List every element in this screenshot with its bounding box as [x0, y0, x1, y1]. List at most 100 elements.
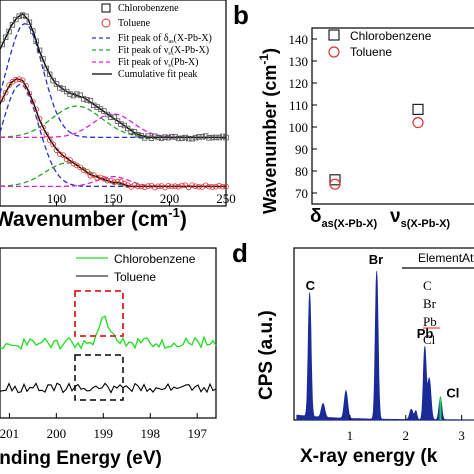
panel-b-category-labels: δas(X-Pb-X) νs(X-Pb-X) [310, 206, 450, 230]
chlorobenzene-point [13, 16, 19, 23]
legend-entry: Toluene [114, 270, 156, 284]
chlorobenzene-point [118, 121, 124, 127]
chlorobenzene-point [50, 77, 56, 84]
toluene-point [67, 157, 73, 163]
toluene-point [87, 172, 94, 179]
table-row-element: C [423, 278, 432, 293]
toluene-point [128, 184, 134, 190]
panel-b-y-axis-label: Wavenumber (cm-1) [257, 48, 280, 214]
chlorobenzene-point [114, 118, 121, 124]
chlorobenzene-point [40, 56, 46, 62]
peak-label: C [306, 278, 316, 293]
chlorobenzene-point [91, 102, 97, 109]
panel-c-red-dashed-box [74, 290, 124, 337]
x-tick-label: 198 [141, 426, 161, 441]
y-tick-label: 110 [289, 98, 308, 113]
panel-b-label: b [233, 0, 249, 30]
toluene-point [6, 82, 12, 89]
chlorobenzene-point [219, 133, 226, 140]
chlorobenzene-point [2, 34, 9, 40]
chlorobenzene-point [47, 71, 53, 77]
chlorobenzene-point [216, 134, 222, 141]
chlorobenzene-point [128, 128, 134, 135]
legend-entry: Fit peak of δas(X-Pb-X) [118, 33, 212, 45]
chlorobenzene-point [70, 92, 77, 99]
legend-entry: Fit peak of νs(Pb-X) [118, 57, 198, 69]
chlorobenzene-point [179, 135, 185, 141]
x-tick-label: 200 [47, 426, 67, 441]
y-tick-label: 70 [295, 186, 308, 201]
legend-circle-icon [328, 46, 340, 58]
toluene-point [131, 182, 138, 188]
toluene-point [121, 180, 128, 187]
x-tick-label: 200 [160, 191, 180, 206]
chlorobenzene-point [148, 135, 155, 141]
panel-d-y-axis-label: CPS (a.u.) [256, 310, 277, 400]
chlorobenzene-point [108, 114, 114, 120]
toluene-point [155, 183, 162, 190]
panel-a: Chlorobenzene Toluene Fit peak of δas(X-Pb… [0, 0, 236, 231]
x-tick-label: 197 [187, 426, 207, 441]
chlorobenzene-point [202, 133, 209, 139]
panel-c: Chlorobenzene Toluene 201 200 199 198 197 ind… [0, 247, 217, 469]
toluene-point [124, 182, 131, 188]
category-label: δas(X-Pb-X) [310, 206, 377, 230]
toluene-point [213, 183, 219, 190]
panel-b: b 70 80 90 100 110 120 130 140 Chlorobenzene Tol… [233, 0, 474, 230]
toluene-point [77, 164, 84, 171]
chlorobenzene-point [155, 134, 161, 141]
chlorobenzene-point [223, 134, 229, 141]
toluene-point [23, 82, 29, 89]
toluene-point [104, 177, 111, 184]
category-label: νs(X-Pb-X) [390, 206, 450, 230]
toluene-point [97, 174, 104, 181]
x-tick-label: 3 [458, 428, 465, 443]
x-tick-label: 199 [94, 426, 114, 441]
chlorobenzene-point [101, 108, 107, 114]
toluene-point [202, 182, 209, 189]
legend-square-icon [328, 29, 340, 41]
x-tick-label: 150 [103, 191, 123, 206]
toluene-point [50, 141, 56, 148]
fit-peak-line [0, 175, 226, 188]
eds-spectrum-area [296, 271, 474, 421]
toluene-point [172, 183, 178, 190]
chlorobenzene-point [162, 134, 168, 140]
toluene-point [219, 183, 226, 190]
chlorobenzene-point [158, 135, 165, 141]
y-tick-label: 90 [295, 142, 308, 157]
chlorobenzene-point [135, 132, 141, 138]
toluene-point [13, 76, 19, 83]
y-tick-label: 80 [295, 164, 308, 179]
panel-b-y-ticks: 70 80 90 100 110 120 130 140 [289, 32, 317, 201]
y-tick-label: 130 [289, 54, 309, 69]
peak-label: Br [369, 252, 383, 267]
legend-entry: Cumulative fit peak [118, 69, 197, 80]
chlorobenzene-point [165, 134, 172, 141]
chlorobenzene-point [169, 133, 175, 140]
chlorobenzene-point [74, 91, 80, 97]
toluene-point [192, 183, 199, 190]
x-tick-label: 201 [0, 426, 19, 441]
chlorobenzene-point [124, 125, 131, 132]
panel-c-legend: Chlorobenzene Toluene [76, 252, 196, 284]
toluene-point [196, 184, 202, 190]
chlorobenzene-point [121, 122, 127, 129]
chlorobenzene-point [57, 85, 63, 91]
toluene-point [114, 178, 121, 185]
cumulative-fit-line [0, 77, 226, 188]
panel-d-x-ticks: 1 2 3 [347, 415, 465, 443]
table-row-element: Cl [423, 332, 436, 347]
legend-entry: Toluene [350, 45, 392, 59]
toluene-point [94, 174, 100, 181]
chlorobenzene-point [175, 135, 182, 142]
panel-a-x-ticks: 100 150 200 250 [47, 191, 236, 206]
x-tick-label: 250 [216, 191, 236, 206]
chlorobenzene-point [209, 134, 216, 141]
chlorobenzene-point [329, 174, 341, 186]
toluene-point [46, 137, 53, 144]
chlorobenzene-point [84, 97, 90, 103]
panel-a-x-axis-label: Wavenumber (cm-1) [0, 205, 187, 231]
